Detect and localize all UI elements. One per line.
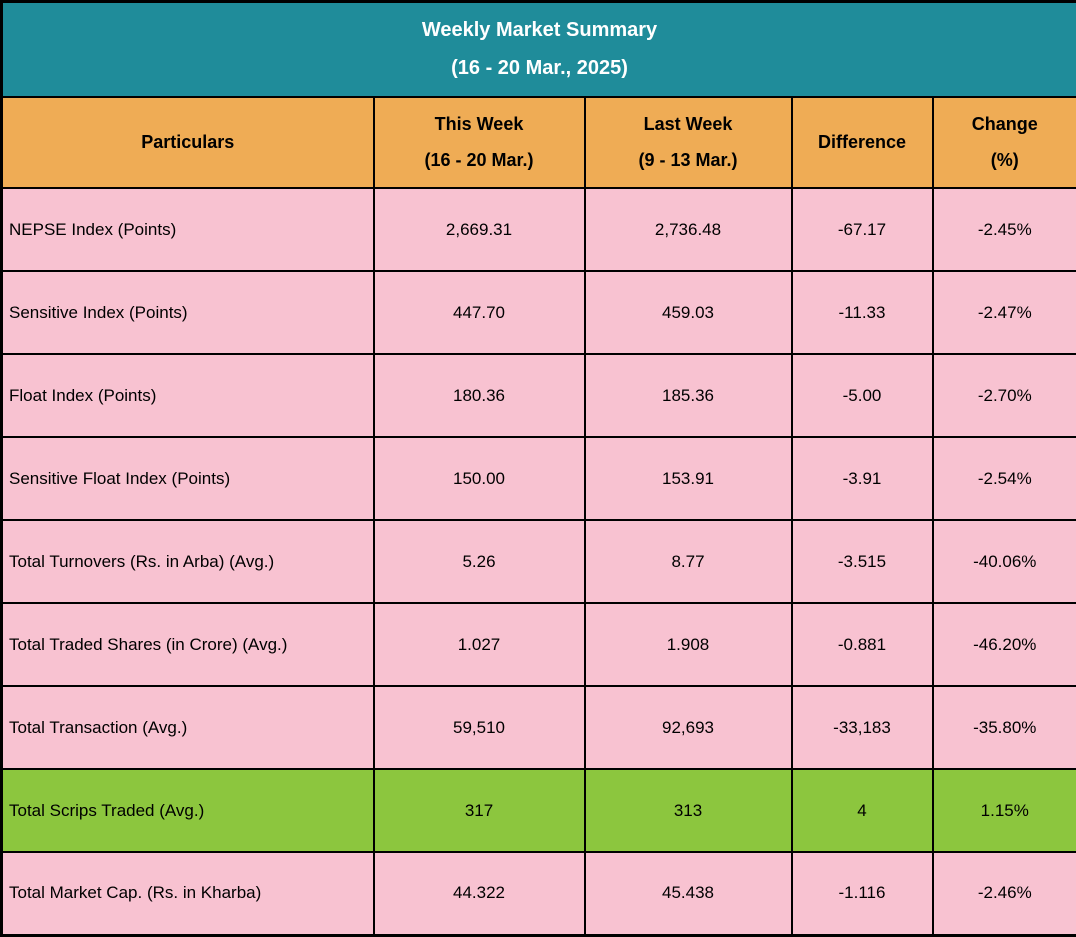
table-row: Total Turnovers (Rs. in Arba) (Avg.) 5.2… (2, 520, 1076, 603)
last-week-cell: 45.438 (585, 852, 792, 935)
change-cell: 1.15% (933, 769, 1076, 852)
table-title: Weekly Market Summary (422, 19, 657, 42)
this-week-cell: 447.70 (374, 271, 585, 354)
particulars-cell: NEPSE Index (Points) (2, 188, 374, 271)
difference-cell: -5.00 (792, 354, 933, 437)
table-subtitle: (16 - 20 Mar., 2025) (451, 57, 628, 80)
column-header-change: Change (%) (933, 97, 1076, 188)
column-header-this-week: This Week (16 - 20 Mar.) (374, 97, 585, 188)
column-header-label: Difference (818, 132, 906, 153)
particulars-cell: Total Market Cap. (Rs. in Kharba) (2, 852, 374, 935)
particulars-cell: Total Transaction (Avg.) (2, 686, 374, 769)
this-week-cell: 317 (374, 769, 585, 852)
column-header-label: Particulars (141, 132, 234, 153)
column-header-sub: (16 - 20 Mar.) (424, 150, 533, 171)
this-week-cell: 2,669.31 (374, 188, 585, 271)
this-week-cell: 44.322 (374, 852, 585, 935)
last-week-cell: 185.36 (585, 354, 792, 437)
difference-cell: -67.17 (792, 188, 933, 271)
change-cell: -40.06% (933, 520, 1076, 603)
change-cell: -2.70% (933, 354, 1076, 437)
change-cell: -2.45% (933, 188, 1076, 271)
last-week-cell: 313 (585, 769, 792, 852)
this-week-cell: 150.00 (374, 437, 585, 520)
last-week-cell: 8.77 (585, 520, 792, 603)
particulars-cell: Total Turnovers (Rs. in Arba) (Avg.) (2, 520, 374, 603)
last-week-cell: 2,736.48 (585, 188, 792, 271)
difference-cell: -1.116 (792, 852, 933, 935)
particulars-cell: Sensitive Index (Points) (2, 271, 374, 354)
difference-cell: -3.91 (792, 437, 933, 520)
title-row: Weekly Market Summary (16 - 20 Mar., 202… (2, 2, 1076, 98)
particulars-cell: Total Traded Shares (in Crore) (Avg.) (2, 603, 374, 686)
table-row: Total Market Cap. (Rs. in Kharba) 44.322… (2, 852, 1076, 935)
particulars-cell: Total Scrips Traded (Avg.) (2, 769, 374, 852)
column-header-label: Last Week (644, 114, 733, 135)
last-week-cell: 92,693 (585, 686, 792, 769)
table-row: Sensitive Float Index (Points) 150.00 15… (2, 437, 1076, 520)
change-cell: -2.54% (933, 437, 1076, 520)
this-week-cell: 180.36 (374, 354, 585, 437)
difference-cell: 4 (792, 769, 933, 852)
this-week-cell: 59,510 (374, 686, 585, 769)
table-row: Sensitive Index (Points) 447.70 459.03 -… (2, 271, 1076, 354)
this-week-cell: 5.26 (374, 520, 585, 603)
column-header-difference: Difference (792, 97, 933, 188)
column-header-sub: (9 - 13 Mar.) (638, 150, 737, 171)
column-header-sub: (%) (991, 150, 1019, 171)
last-week-cell: 153.91 (585, 437, 792, 520)
difference-cell: -3.515 (792, 520, 933, 603)
change-cell: -35.80% (933, 686, 1076, 769)
difference-cell: -11.33 (792, 271, 933, 354)
table-row: NEPSE Index (Points) 2,669.31 2,736.48 -… (2, 188, 1076, 271)
particulars-cell: Sensitive Float Index (Points) (2, 437, 374, 520)
change-cell: -2.46% (933, 852, 1076, 935)
table-row: Total Transaction (Avg.) 59,510 92,693 -… (2, 686, 1076, 769)
column-header-label: This Week (435, 114, 524, 135)
column-header-row: Particulars This Week (16 - 20 Mar.) Las… (2, 97, 1076, 188)
last-week-cell: 1.908 (585, 603, 792, 686)
table-row: Float Index (Points) 180.36 185.36 -5.00… (2, 354, 1076, 437)
table-body: NEPSE Index (Points) 2,669.31 2,736.48 -… (2, 188, 1076, 935)
change-cell: -46.20% (933, 603, 1076, 686)
difference-cell: -0.881 (792, 603, 933, 686)
column-header-particulars: Particulars (2, 97, 374, 188)
last-week-cell: 459.03 (585, 271, 792, 354)
table-title-cell: Weekly Market Summary (16 - 20 Mar., 202… (2, 2, 1076, 98)
column-header-label: Change (972, 114, 1038, 135)
this-week-cell: 1.027 (374, 603, 585, 686)
column-header-last-week: Last Week (9 - 13 Mar.) (585, 97, 792, 188)
table-row: Total Traded Shares (in Crore) (Avg.) 1.… (2, 603, 1076, 686)
table-row: Total Scrips Traded (Avg.) 317 313 4 1.1… (2, 769, 1076, 852)
particulars-cell: Float Index (Points) (2, 354, 374, 437)
change-cell: -2.47% (933, 271, 1076, 354)
difference-cell: -33,183 (792, 686, 933, 769)
